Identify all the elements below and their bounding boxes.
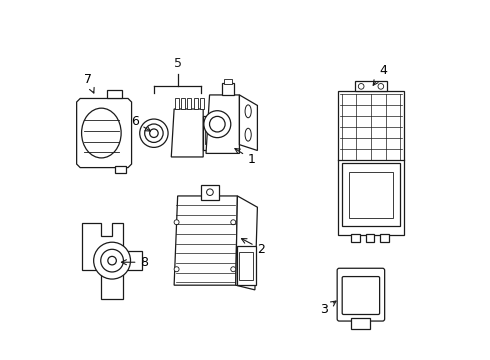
Ellipse shape (245, 105, 251, 118)
Polygon shape (240, 95, 257, 150)
Text: 6: 6 (131, 115, 150, 131)
Ellipse shape (245, 128, 251, 141)
Bar (203, 116, 216, 150)
Circle shape (94, 242, 130, 279)
Circle shape (145, 124, 163, 143)
Circle shape (231, 267, 236, 272)
Polygon shape (206, 95, 240, 153)
Text: 4: 4 (373, 64, 388, 85)
Text: 8: 8 (122, 256, 148, 269)
Bar (366, 234, 374, 242)
Circle shape (204, 111, 231, 138)
Bar (351, 234, 360, 242)
Bar (107, 90, 122, 99)
Circle shape (358, 84, 364, 89)
Circle shape (174, 220, 179, 225)
Bar (351, 318, 370, 329)
Bar (200, 99, 204, 109)
Circle shape (210, 116, 225, 132)
Bar (204, 123, 213, 144)
Bar (355, 81, 388, 91)
Bar (342, 163, 400, 226)
Circle shape (108, 256, 116, 265)
Polygon shape (76, 99, 132, 168)
Bar (380, 234, 389, 242)
Bar (238, 246, 256, 285)
Text: 3: 3 (320, 301, 336, 316)
Ellipse shape (81, 108, 121, 158)
Circle shape (140, 119, 168, 147)
Text: 1: 1 (235, 149, 256, 166)
Polygon shape (236, 196, 257, 290)
Text: 5: 5 (173, 57, 182, 69)
Bar (224, 78, 232, 84)
Bar (194, 99, 197, 109)
Polygon shape (82, 222, 142, 299)
Circle shape (101, 249, 123, 272)
Polygon shape (174, 196, 238, 285)
Bar (338, 91, 404, 235)
Circle shape (149, 129, 158, 138)
FancyBboxPatch shape (342, 276, 380, 315)
Circle shape (231, 220, 236, 225)
Bar (239, 252, 253, 280)
Circle shape (174, 267, 179, 272)
Bar (201, 185, 219, 200)
Bar (115, 166, 126, 173)
Bar (349, 172, 393, 218)
Circle shape (378, 84, 384, 89)
Bar (222, 83, 234, 95)
Text: 7: 7 (84, 73, 94, 93)
Text: 2: 2 (242, 239, 265, 256)
Bar (181, 99, 185, 109)
FancyBboxPatch shape (337, 268, 385, 321)
Bar (175, 99, 179, 109)
Bar (187, 99, 192, 109)
Polygon shape (172, 109, 203, 157)
Ellipse shape (207, 189, 213, 195)
